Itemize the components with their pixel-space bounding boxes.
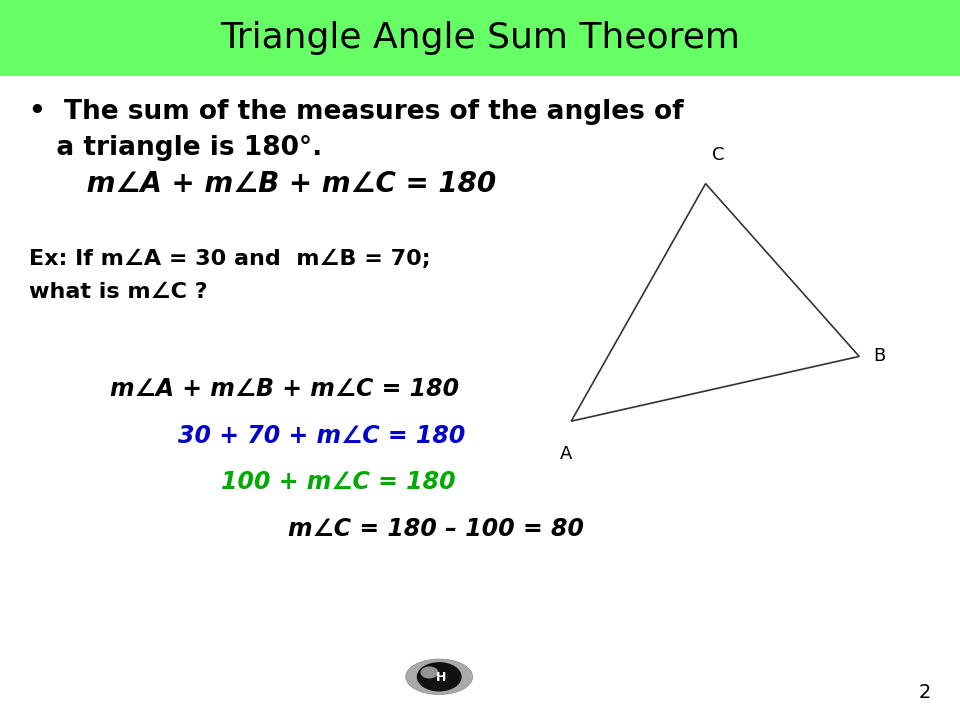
Text: C: C — [711, 145, 725, 163]
Text: Ex: If m∠A = 30 and  m∠B = 70;: Ex: If m∠A = 30 and m∠B = 70; — [29, 249, 430, 269]
Ellipse shape — [417, 662, 462, 691]
Text: 2: 2 — [919, 683, 931, 702]
Text: m∠C = 180 – 100 = 80: m∠C = 180 – 100 = 80 — [288, 517, 584, 541]
Text: 30 + 70 + m∠C = 180: 30 + 70 + m∠C = 180 — [178, 423, 465, 448]
Text: m∠A + m∠B + m∠C = 180: m∠A + m∠B + m∠C = 180 — [77, 170, 496, 197]
Text: Triangle Angle Sum Theorem: Triangle Angle Sum Theorem — [220, 21, 740, 55]
Text: a triangle is 180°.: a triangle is 180°. — [29, 135, 322, 161]
Ellipse shape — [420, 667, 439, 678]
Bar — [0, 0, 960, 76]
Text: m∠A + m∠B + m∠C = 180: m∠A + m∠B + m∠C = 180 — [110, 377, 460, 401]
Text: A: A — [561, 444, 572, 463]
Text: B: B — [874, 347, 886, 365]
Text: what is m∠C ?: what is m∠C ? — [29, 282, 207, 302]
Text: 100 + m∠C = 180: 100 + m∠C = 180 — [221, 470, 455, 495]
Text: H: H — [436, 671, 446, 684]
Text: •  The sum of the measures of the angles of: • The sum of the measures of the angles … — [29, 99, 684, 125]
Ellipse shape — [406, 659, 472, 695]
